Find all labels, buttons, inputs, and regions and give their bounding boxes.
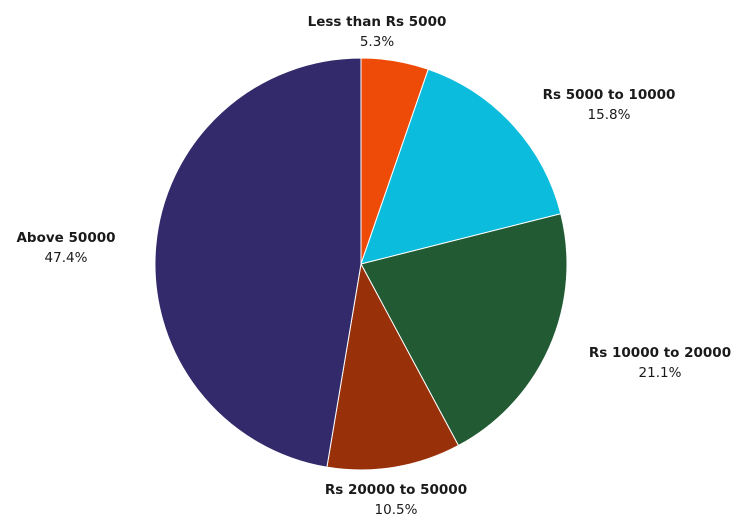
slice-label-10000-to-20000: Rs 10000 to 20000 <box>589 345 731 361</box>
pie-slice-4 <box>154 57 362 468</box>
slice-label-5000-to-10000: Rs 5000 to 10000 <box>543 87 676 103</box>
slice-value-above-50000: 47.4% <box>45 250 88 266</box>
slice-value-5000-to-10000: 15.8% <box>588 107 631 123</box>
slice-label-group-2: Rs 10000 to 20000 21.1% <box>589 345 731 381</box>
slice-label-group-3: Rs 20000 to 50000 10.5% <box>325 482 467 518</box>
pie-slice-1 <box>360 68 562 265</box>
slice-label-group-1: Rs 5000 to 10000 15.8% <box>543 87 676 123</box>
slice-value-less-than-5000: 5.3% <box>360 34 394 50</box>
slice-label-group-4: Above 50000 47.4% <box>16 230 115 266</box>
pie-slices <box>154 57 568 471</box>
slice-label-group-0: Less than Rs 5000 5.3% <box>308 14 447 50</box>
slice-value-20000-to-50000: 10.5% <box>375 502 418 518</box>
slice-label-less-than-5000: Less than Rs 5000 <box>308 14 447 30</box>
slice-label-above-50000: Above 50000 <box>16 230 115 246</box>
pie-slice-2 <box>360 213 568 447</box>
pie-slice-3 <box>326 262 460 471</box>
slice-value-10000-to-20000: 21.1% <box>639 365 682 381</box>
slice-label-20000-to-50000: Rs 20000 to 50000 <box>325 482 467 498</box>
